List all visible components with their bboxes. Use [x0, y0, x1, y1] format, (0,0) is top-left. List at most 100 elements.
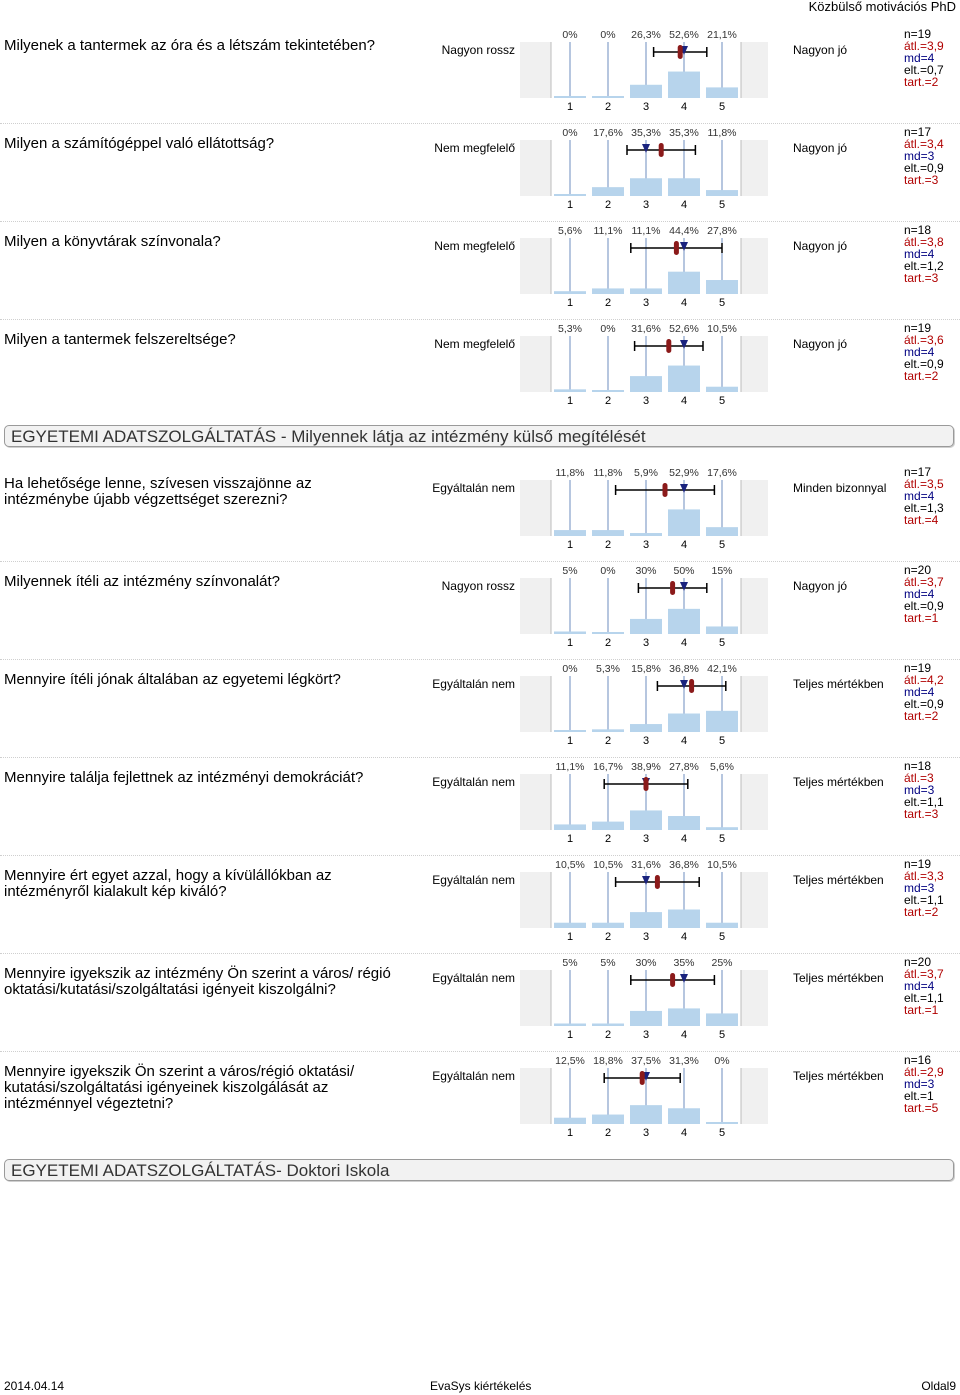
distribution-bar: [630, 1010, 662, 1026]
scale-number: 1: [567, 833, 573, 845]
scale-number: 4: [681, 297, 687, 309]
percent-label: 26,3%: [631, 29, 661, 41]
percent-label: 31,3%: [669, 1055, 699, 1067]
stat-median: md=4: [904, 685, 935, 699]
mean-marker: [673, 241, 679, 255]
scale-left-label: Nem megfelelő: [434, 239, 515, 253]
stat-mean: átl.=3,7: [904, 967, 944, 981]
stat-median: md=3: [904, 1077, 935, 1091]
stat-stdev: elt.=1,1: [904, 893, 944, 907]
distribution-bar: [668, 509, 700, 536]
median-marker: [642, 876, 650, 885]
percent-label: 0%: [562, 29, 577, 41]
question-text: Mennyire ítéli jónak általában az egyete…: [4, 671, 341, 688]
stat-stdev: elt.=1,3: [904, 501, 944, 515]
scale-number: 3: [643, 297, 649, 309]
stat-n: n=16: [904, 1053, 932, 1067]
scale-number: 5: [719, 101, 725, 113]
stat-abstain: tart.=2: [904, 369, 939, 383]
distribution-bar: [592, 1114, 624, 1124]
scale-number: 2: [605, 199, 611, 211]
stat-n: n=17: [904, 125, 932, 139]
distribution-chart: 5,3% 0% 31,6% 52,6% 10,5% 1 2 3 4 5: [520, 323, 768, 407]
stat-abstain: tart.=3: [904, 271, 939, 285]
distribution-bar: [706, 626, 738, 634]
percent-label: 52,9%: [669, 467, 699, 479]
mean-marker: [666, 339, 672, 353]
percent-label: 0%: [600, 565, 615, 577]
footer-date: 2014.04.14: [4, 1379, 65, 1393]
percent-label: 11,8%: [708, 127, 737, 139]
stat-n: n=19: [904, 661, 932, 675]
distribution-bar: [668, 71, 700, 98]
stat-median: md=3: [904, 149, 935, 163]
stat-median: md=4: [904, 51, 935, 65]
percent-label: 50%: [673, 565, 694, 577]
distribution-bar: [592, 821, 624, 830]
distribution-bar: [706, 1122, 738, 1124]
scale-number: 3: [643, 101, 649, 113]
median-marker: [680, 484, 688, 493]
question-block: Mennyire igyekszik Ön szerint a város/ré…: [0, 1052, 960, 1150]
scale-number: 2: [605, 539, 611, 551]
distribution-bar: [706, 1013, 738, 1026]
stats-block: n=18 átl.=3,8 md=4 elt.=1,2 tart.=3: [904, 224, 944, 284]
distribution-bar: [630, 376, 662, 392]
scale-number: 1: [567, 1127, 573, 1139]
scale-right-label: Teljes mértékben: [793, 971, 884, 985]
question-text: Mennyire találja fejlettnek az intézmény…: [4, 769, 364, 786]
stat-abstain: tart.=3: [904, 807, 939, 821]
question-block: Milyen a tantermek felszereltsége? Nem me…: [0, 320, 960, 418]
scale-number: 1: [567, 931, 573, 943]
stats-block: n=20 átl.=3,7 md=4 elt.=1,1 tart.=1: [904, 956, 944, 1016]
scale-number: 1: [567, 395, 573, 407]
percent-label: 27,8%: [669, 761, 699, 773]
stat-n: n=18: [904, 759, 932, 773]
distribution-bar: [668, 178, 700, 196]
distribution-bar: [706, 827, 738, 830]
scale-right-label: Teljes mértékben: [793, 873, 884, 887]
stats-block: n=19 átl.=3,3 md=3 elt.=1,1 tart.=2: [904, 858, 944, 918]
scale-number: 3: [643, 539, 649, 551]
question-text: Mennyire igyekszik Ön szerint a város/ré…: [4, 1063, 355, 1112]
scale-number: 4: [681, 637, 687, 649]
distribution-chart: 5% 0% 30% 50% 15% 1 2 3 4 5: [520, 565, 768, 649]
footer-page-number: Oldal9: [921, 1379, 956, 1393]
scale-number: 1: [567, 1029, 573, 1041]
stat-mean: átl.=3: [904, 771, 934, 785]
percent-label: 10,5%: [707, 323, 737, 335]
percent-label: 11,1%: [556, 761, 585, 773]
distribution-bar: [592, 729, 624, 732]
stat-abstain: tart.=4: [904, 513, 939, 527]
report-title: Közbülső motivációs PhD: [808, 0, 956, 14]
stat-abstain: tart.=2: [904, 709, 939, 723]
percent-label: 52,6%: [669, 29, 699, 41]
distribution-bar: [554, 389, 586, 392]
stat-stdev: elt.=0,9: [904, 697, 944, 711]
distribution-bar: [592, 288, 624, 294]
page-footer: 2014.04.14 EvaSys kiértékelés Oldal9: [0, 1379, 960, 1395]
median-marker: [642, 144, 650, 153]
distribution-bar: [706, 527, 738, 536]
scale-number: 4: [681, 931, 687, 943]
footer-center: EvaSys kiértékelés: [430, 1379, 532, 1393]
percent-label: 18,8%: [593, 1055, 623, 1067]
row-separator: [0, 1051, 960, 1052]
scale-left-label: Egyáltalán nem: [432, 1069, 515, 1083]
scale-number: 5: [719, 833, 725, 845]
distribution-bar: [668, 271, 700, 294]
percent-label: 5,9%: [634, 467, 658, 479]
distribution-bar: [706, 386, 738, 392]
distribution-chart: 5% 5% 30% 35% 25% 1 2 3 4 5: [520, 957, 768, 1041]
scale-number: 2: [605, 297, 611, 309]
scale-number: 3: [643, 637, 649, 649]
percent-label: 35%: [673, 957, 694, 969]
distribution-bar: [592, 1023, 624, 1026]
question-text: Milyen a tantermek felszereltsége?: [4, 331, 236, 348]
distribution-bar: [592, 187, 624, 196]
stat-n: n=19: [904, 27, 932, 41]
stat-mean: átl.=3,7: [904, 575, 944, 589]
percent-label: 52,6%: [669, 323, 699, 335]
stat-mean: átl.=3,6: [904, 333, 944, 347]
mean-marker: [677, 45, 683, 59]
